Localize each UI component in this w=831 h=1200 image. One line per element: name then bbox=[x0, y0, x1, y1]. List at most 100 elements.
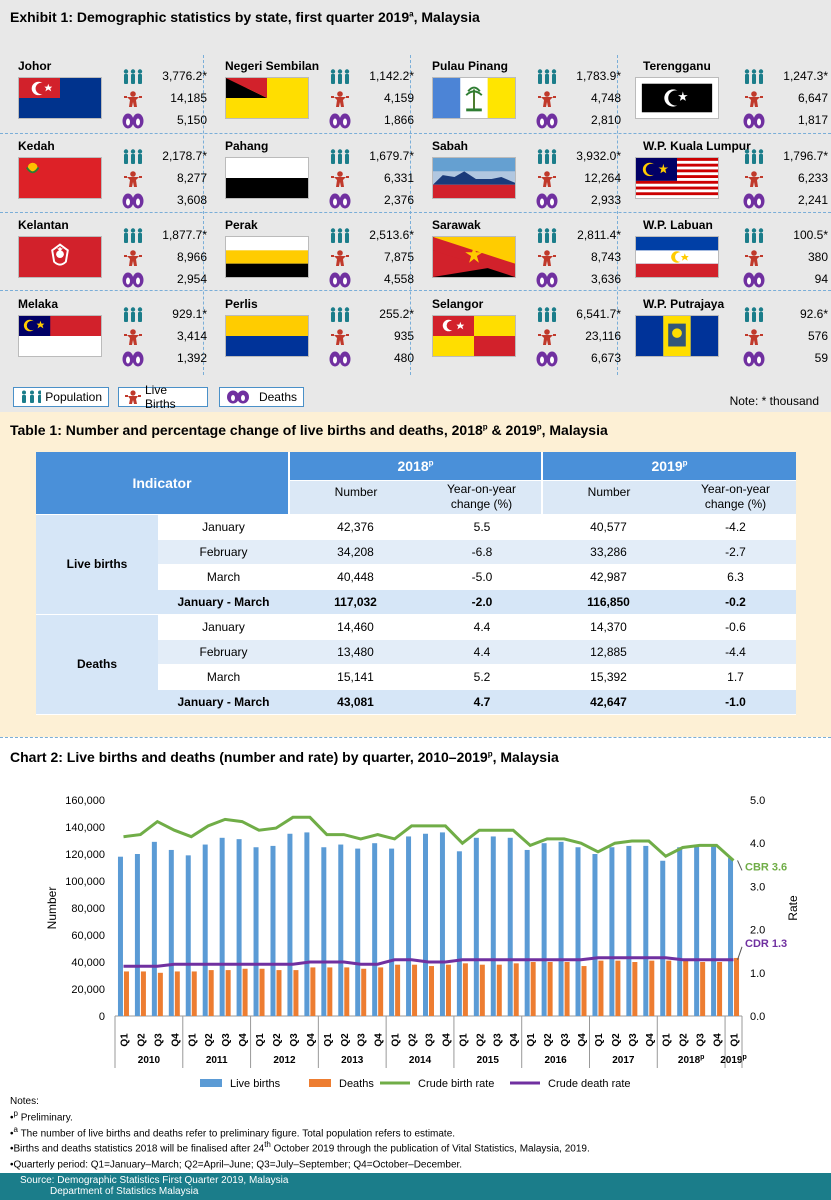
population-icon bbox=[123, 149, 143, 164]
state-card: W.P. Kuala Lumpur 1,796.7* 6,233 2,241 bbox=[633, 139, 831, 213]
population-value: 2,811.4* bbox=[577, 228, 621, 242]
x-tick-label: Q4 bbox=[374, 1033, 385, 1047]
number-2019-cell: 42,987 bbox=[542, 564, 675, 590]
bar-live-births bbox=[558, 841, 564, 1016]
x-tick-label: Q3 bbox=[696, 1033, 707, 1047]
bar-live-births bbox=[372, 843, 378, 1016]
bar-deaths bbox=[293, 970, 299, 1016]
bar-deaths bbox=[496, 964, 502, 1016]
number-2018-cell: 34,208 bbox=[289, 539, 422, 565]
deaths-value: 2,933 bbox=[590, 193, 621, 207]
number-2019-cell: 42,647 bbox=[542, 689, 675, 715]
x-tick-label: Q1 bbox=[119, 1033, 130, 1047]
deaths-value: 1,866 bbox=[383, 113, 414, 127]
x-tick-label: Q1 bbox=[187, 1033, 198, 1047]
bar-deaths bbox=[734, 957, 740, 1016]
x-tick-label: Q4 bbox=[577, 1033, 588, 1047]
bar-live-births bbox=[355, 848, 361, 1016]
state-flag bbox=[18, 236, 102, 278]
state-flag bbox=[18, 77, 102, 119]
population-icon bbox=[22, 390, 42, 403]
bar-deaths bbox=[581, 966, 587, 1016]
bar-deaths bbox=[225, 970, 231, 1016]
divider bbox=[0, 290, 831, 291]
number-2018-cell: 40,448 bbox=[289, 564, 422, 590]
bar-live-births bbox=[202, 844, 208, 1016]
year-label: 2014 bbox=[409, 1055, 432, 1066]
bar-deaths bbox=[361, 968, 367, 1016]
bar-deaths bbox=[378, 967, 384, 1016]
baby-icon bbox=[745, 91, 763, 107]
population-value: 3,932.0* bbox=[576, 149, 621, 163]
state-name: Melaka bbox=[18, 297, 59, 311]
bar-deaths bbox=[140, 971, 146, 1016]
x-tick-label: Q2 bbox=[611, 1033, 622, 1047]
annotation-leader bbox=[737, 860, 743, 871]
change-2019-cell: 6.3 bbox=[675, 564, 796, 590]
table-row: Deaths January 14,460 4.4 14,370 -0.6 bbox=[36, 614, 796, 715]
population-icon bbox=[330, 307, 350, 322]
population-value: 100.5* bbox=[793, 228, 828, 242]
x-tick-label: Q4 bbox=[170, 1033, 181, 1047]
baby-icon bbox=[538, 250, 556, 266]
bar-deaths bbox=[259, 968, 265, 1016]
number-2019-cell: 12,885 bbox=[542, 639, 675, 665]
state-name: Pahang bbox=[225, 139, 269, 153]
exhibit-title: Exhibit 1: Demographic statistics by sta… bbox=[10, 9, 480, 25]
y-tick-label: 0 bbox=[99, 1011, 105, 1023]
state-name: Sarawak bbox=[432, 218, 481, 232]
population-icon bbox=[744, 149, 764, 164]
bar-live-births bbox=[219, 837, 225, 1016]
x-tick-label: Q1 bbox=[730, 1033, 741, 1047]
x-tick-label: Q3 bbox=[221, 1033, 232, 1047]
number-2018-cell: 13,480 bbox=[289, 639, 422, 665]
state-card: Pahang 1,679.7* 6,331 2,376 bbox=[219, 139, 419, 213]
year-label: 2013 bbox=[341, 1055, 364, 1066]
period-cell: March bbox=[158, 664, 289, 690]
number-2019-cell: 15,392 bbox=[542, 664, 675, 690]
births-value: 14,185 bbox=[170, 91, 207, 105]
footprint-icon bbox=[329, 351, 351, 367]
x-tick-label: Q4 bbox=[645, 1033, 656, 1047]
change-2019-cell: -2.7 bbox=[675, 539, 796, 565]
x-tick-label: Q4 bbox=[441, 1033, 452, 1047]
deaths-value: 59 bbox=[814, 351, 828, 365]
source-footer: Source: Demographic Statistics First Qua… bbox=[0, 1173, 831, 1200]
baby-icon bbox=[538, 91, 556, 107]
change-2019-cell: 1.7 bbox=[675, 664, 796, 690]
bar-live-births bbox=[660, 860, 666, 1016]
population-value: 1,796.7* bbox=[783, 149, 828, 163]
footprint-icon bbox=[743, 351, 765, 367]
state-card: Terengganu 1,247.3* 6,647 1,817 bbox=[633, 59, 831, 133]
bar-deaths bbox=[123, 971, 129, 1016]
deaths-value: 5,150 bbox=[176, 113, 207, 127]
divider bbox=[0, 212, 831, 213]
number-2018-cell: 15,141 bbox=[289, 664, 422, 690]
bar-live-births bbox=[406, 836, 412, 1016]
bar-live-births bbox=[490, 836, 496, 1016]
footprint-icon bbox=[122, 113, 144, 129]
change-2019-cell: -0.2 bbox=[675, 589, 796, 615]
table-row: March 15,141 5.2 15,392 1.7 bbox=[36, 664, 796, 690]
x-tick-label: Q3 bbox=[357, 1033, 368, 1047]
births-value: 7,875 bbox=[383, 250, 414, 264]
bar-live-births bbox=[507, 837, 513, 1016]
change-2018-cell: 4.4 bbox=[422, 614, 542, 640]
change-2019-cell: -4.2 bbox=[675, 514, 796, 540]
population-value: 929.1* bbox=[172, 307, 207, 321]
divider bbox=[0, 737, 831, 738]
y2-tick-label: 1.0 bbox=[750, 968, 765, 980]
bar-deaths bbox=[242, 968, 248, 1016]
footprint-icon bbox=[536, 113, 558, 129]
state-flag bbox=[635, 315, 719, 357]
note-line: •p Preliminary. bbox=[10, 1108, 73, 1123]
x-tick-label: Q1 bbox=[458, 1033, 469, 1047]
y-axis-label: Number bbox=[45, 887, 59, 930]
period-cell: January bbox=[158, 614, 289, 640]
legend-population: Population bbox=[13, 387, 109, 407]
legend-swatch bbox=[309, 1079, 331, 1087]
change-2019-cell: -0.6 bbox=[675, 614, 796, 640]
bar-live-births bbox=[609, 847, 615, 1016]
population-icon bbox=[537, 149, 557, 164]
bar-live-births bbox=[151, 841, 157, 1016]
